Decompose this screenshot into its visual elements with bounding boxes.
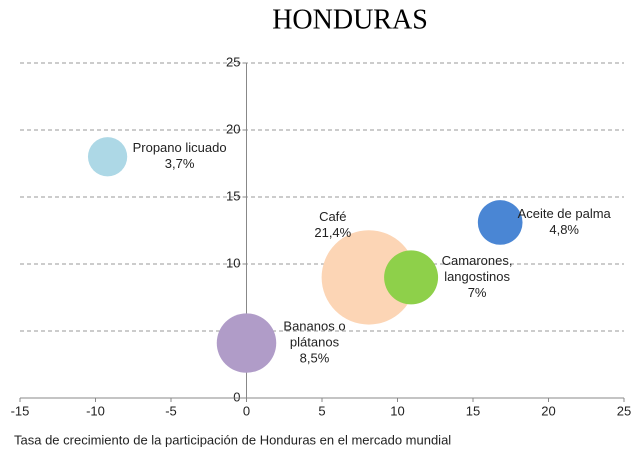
- y-tick-label: 0: [233, 389, 240, 404]
- x-tick-label: -5: [165, 403, 177, 418]
- x-tick-label: 20: [541, 403, 555, 418]
- value-label: 7%: [468, 285, 487, 300]
- bubble-label: Bananos o: [283, 318, 345, 333]
- bubble-label: Aceite de palma: [518, 206, 612, 221]
- bubble: [87, 137, 128, 177]
- bubble: [477, 200, 523, 245]
- bubble-label: Propano licuado: [133, 140, 227, 155]
- x-tick-label: 15: [466, 403, 480, 418]
- bubble: [384, 250, 439, 305]
- bubble-label: Café: [319, 209, 346, 224]
- x-tick-label: -10: [86, 403, 105, 418]
- bubble-label: plátanos: [290, 334, 340, 349]
- value-label: 3,7%: [165, 156, 195, 171]
- bubble: [216, 313, 277, 373]
- bubble: [321, 230, 416, 325]
- x-tick-label: 0: [243, 403, 250, 418]
- x-tick-label: 10: [390, 403, 404, 418]
- y-tick-label: 20: [226, 121, 240, 136]
- x-tick-label: 25: [617, 403, 631, 418]
- y-tick-label: 15: [226, 188, 240, 203]
- y-tick-label: 10: [226, 255, 240, 270]
- bubble-label: Camarones,: [442, 253, 513, 268]
- value-label: 4,8%: [549, 222, 579, 237]
- y-tick-label: 25: [226, 54, 240, 69]
- x-tick-label: -15: [11, 403, 30, 418]
- value-label: 8,5%: [300, 350, 330, 365]
- x-tick-label: 5: [318, 403, 325, 418]
- chart-title: HONDURAS: [272, 4, 428, 35]
- bubble-label: langostinos: [444, 269, 510, 284]
- value-label: 21,4%: [314, 225, 351, 240]
- x-axis-title: Tasa de crecimiento de la participación …: [14, 432, 451, 447]
